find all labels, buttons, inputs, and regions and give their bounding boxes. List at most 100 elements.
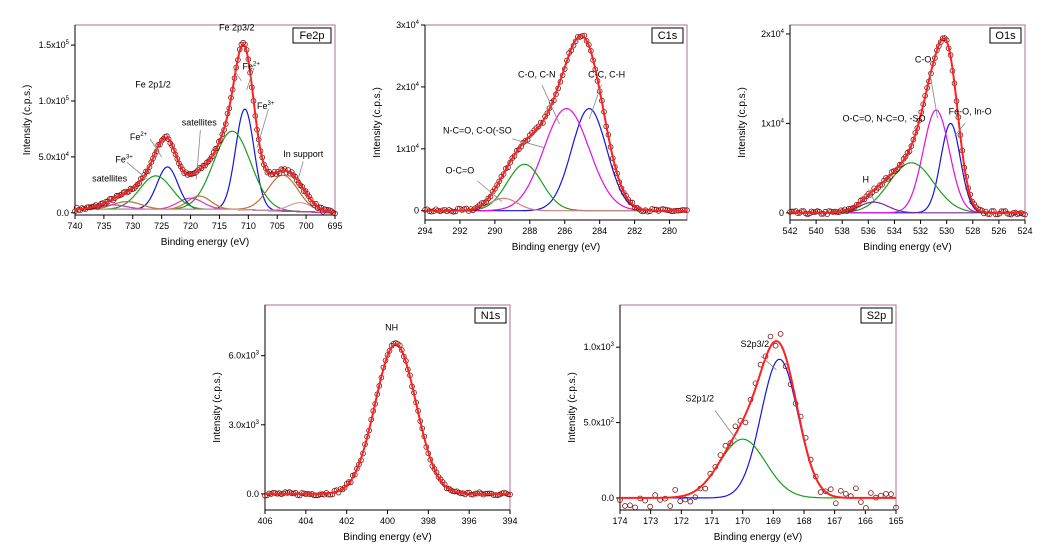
annotation-leader xyxy=(477,180,503,202)
y-tick-label: 1x104 xyxy=(396,144,420,154)
title-box xyxy=(651,27,684,44)
data-point xyxy=(837,488,844,494)
annotation-leader xyxy=(233,69,242,82)
plot-frame xyxy=(619,304,897,511)
title-text: S2p xyxy=(867,310,887,322)
data-point xyxy=(496,178,503,185)
annotation-leader xyxy=(512,138,544,148)
data-point xyxy=(200,162,207,169)
n1s-chart: 406 404 402 400 398 396 394 0.0 3.0x103 6.0x103 Bi… xyxy=(212,304,518,543)
data-point xyxy=(822,488,829,495)
envelope-fit xyxy=(425,34,687,212)
annotation-leader xyxy=(867,189,876,203)
x-tick-label: 540 xyxy=(809,226,824,236)
x-tick-label: 534 xyxy=(887,226,902,236)
annotation-leader xyxy=(126,162,148,180)
x-tick-label: 167 xyxy=(827,516,842,526)
annotation-leader xyxy=(246,67,255,90)
c1s-chart: 294 292 290 288 286 284 282 280 0 1x104 2x104 3x104… xyxy=(372,20,690,253)
data-point xyxy=(134,181,141,188)
title-text: N1s xyxy=(481,310,501,322)
fe2p-chart: 740 735 730 725 720 715 710 705 700 695 0.0 5.0x104… xyxy=(22,23,343,248)
data-point xyxy=(842,491,849,497)
x-tick-label: 720 xyxy=(183,221,198,231)
y-tick-label: 3.0x103 xyxy=(229,420,260,430)
x-tick-label: 524 xyxy=(1017,226,1032,236)
data-point xyxy=(450,209,457,215)
x-tick-label: 402 xyxy=(339,516,354,526)
x-tick-label: 290 xyxy=(487,226,502,236)
x-tick-label: 174 xyxy=(612,516,627,526)
data-point xyxy=(858,499,864,505)
y-tick-label: 1x104 xyxy=(761,118,785,128)
data-point xyxy=(777,331,784,337)
x-tick-label: 171 xyxy=(704,516,719,526)
title-box xyxy=(474,307,507,324)
data-point xyxy=(853,485,859,492)
data-point xyxy=(767,333,774,340)
x-tick-label: 700 xyxy=(299,221,314,231)
x-tick-label: 294 xyxy=(417,226,432,236)
title-box xyxy=(989,27,1022,44)
y-axis-label: Intensity (c.p.s.) xyxy=(372,87,383,158)
plot-frame xyxy=(264,304,511,511)
data-point xyxy=(888,491,894,497)
peak-annotation: Fe 2p3/2 xyxy=(219,23,255,33)
y-tick-label: 6.0x103 xyxy=(229,351,260,361)
data-point xyxy=(627,199,634,206)
data-point xyxy=(896,161,903,168)
annotation-leader xyxy=(256,108,269,149)
data-point xyxy=(832,500,839,507)
x-tick-label: 292 xyxy=(452,226,467,236)
peak-annotation: C-C, C-H xyxy=(588,70,625,80)
x-tick-label: 735 xyxy=(96,221,111,231)
peak-annotation: Fe3+ xyxy=(257,101,275,111)
data-point xyxy=(742,419,749,426)
title-text: O1s xyxy=(995,30,1016,42)
data-point xyxy=(667,503,673,509)
data-point xyxy=(158,137,165,144)
data-point xyxy=(692,494,699,501)
x-tick-label: 406 xyxy=(257,516,272,526)
x-tick-label: 404 xyxy=(298,516,313,526)
x-tick-label: 528 xyxy=(965,226,980,236)
x-tick-label: 526 xyxy=(991,226,1006,236)
y-tick-label: 1.0x103 xyxy=(584,342,615,352)
y-tick-label: 5.0x104 xyxy=(39,152,70,162)
peak-annotation: H xyxy=(862,174,869,184)
peak-annotation: Fe 2p1/2 xyxy=(135,80,171,90)
component-peak-1 xyxy=(620,438,896,499)
component-peak-0 xyxy=(790,122,1025,214)
x-axis-label: Binding energy (eV) xyxy=(714,532,802,543)
y-tick-label: 2x104 xyxy=(396,82,420,92)
x-tick-label: 168 xyxy=(796,516,811,526)
x-tick-label: 542 xyxy=(782,226,797,236)
data-point xyxy=(732,423,739,430)
y-axis-label: Intensity (c.p.s.) xyxy=(737,87,748,158)
o1s-chart: 542 540 538 536 534 532 530 528 526 524 0 1x104 2x10… xyxy=(737,24,1033,253)
data-point xyxy=(984,211,991,217)
panel-title: O1s xyxy=(989,27,1022,44)
data-point xyxy=(622,503,628,509)
data-point xyxy=(332,210,338,217)
annotation-leader xyxy=(929,71,938,119)
title-text: Fe2p xyxy=(299,30,324,42)
data-point xyxy=(827,486,834,493)
data-point xyxy=(492,492,499,498)
x-tick-label: 725 xyxy=(154,221,169,231)
x-tick-label: 695 xyxy=(327,221,342,231)
x-tick-label: 398 xyxy=(421,516,436,526)
x-tick-label: 715 xyxy=(212,221,227,231)
x-tick-label: 282 xyxy=(627,226,642,236)
x-tick-label: 536 xyxy=(861,226,876,236)
peak-annotation: C-O, C-N xyxy=(518,70,556,80)
peak-annotation: In support xyxy=(283,149,324,159)
data-point xyxy=(290,172,297,179)
peak-annotation: O-C=O xyxy=(446,166,475,176)
y-tick-label: 1.0x105 xyxy=(39,96,70,106)
x-tick-label: 286 xyxy=(557,226,572,236)
data-point xyxy=(727,440,734,446)
data-point xyxy=(868,490,874,496)
y-tick-label: 0 xyxy=(414,206,419,216)
x-tick-label: 280 xyxy=(662,226,677,236)
